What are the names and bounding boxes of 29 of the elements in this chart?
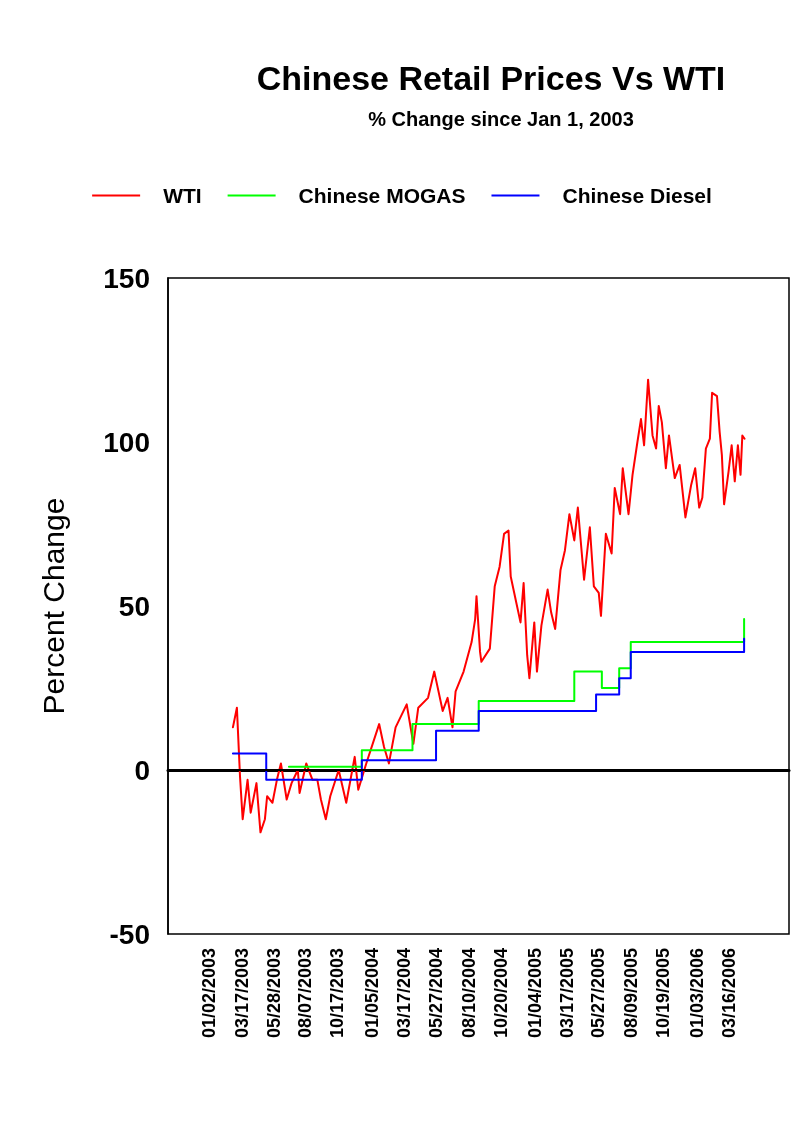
chart-subtitle: % Change since Jan 1, 2003 [368, 108, 634, 130]
x-tick-label: 03/16/2006 [718, 948, 739, 1039]
y-tick-label: 0 [134, 754, 150, 786]
x-tick-label: 10/17/2003 [326, 948, 347, 1039]
x-tick-label: 03/17/2005 [556, 948, 577, 1039]
x-tick-label: 08/10/2004 [459, 948, 480, 1039]
x-tick-label: 08/09/2005 [621, 948, 642, 1039]
x-tick-label: 01/03/2006 [686, 948, 707, 1039]
legend-label: WTI [163, 184, 202, 207]
y-tick-label: 50 [118, 590, 150, 622]
y-tick-label: 150 [103, 262, 150, 294]
x-tick-label: 01/02/2003 [198, 948, 219, 1039]
x-tick-label: 10/20/2004 [490, 948, 511, 1039]
x-tick-label: 01/04/2005 [524, 948, 545, 1039]
line-series [231, 378, 746, 834]
chart-title: Chinese Retail Prices Vs WTI [256, 59, 726, 97]
x-tick-label: 01/05/2004 [362, 948, 383, 1039]
legend-label: Chinese Diesel [562, 184, 712, 207]
legend-label: Chinese MOGAS [298, 184, 466, 207]
y-tick-label: -50 [109, 918, 150, 950]
x-tick-label: 03/17/2004 [394, 948, 415, 1039]
x-tick-label: 05/27/2004 [426, 948, 447, 1039]
x-tick-label: 03/17/2003 [231, 948, 252, 1039]
x-tick-label: 10/19/2005 [652, 948, 673, 1039]
x-tick-label: 05/27/2005 [588, 948, 609, 1039]
y-tick-label: 100 [103, 426, 150, 458]
x-tick-label: 08/07/2003 [295, 948, 316, 1039]
y-axis-title: Percent Change [36, 497, 70, 715]
x-tick-label: 05/28/2003 [263, 948, 284, 1039]
